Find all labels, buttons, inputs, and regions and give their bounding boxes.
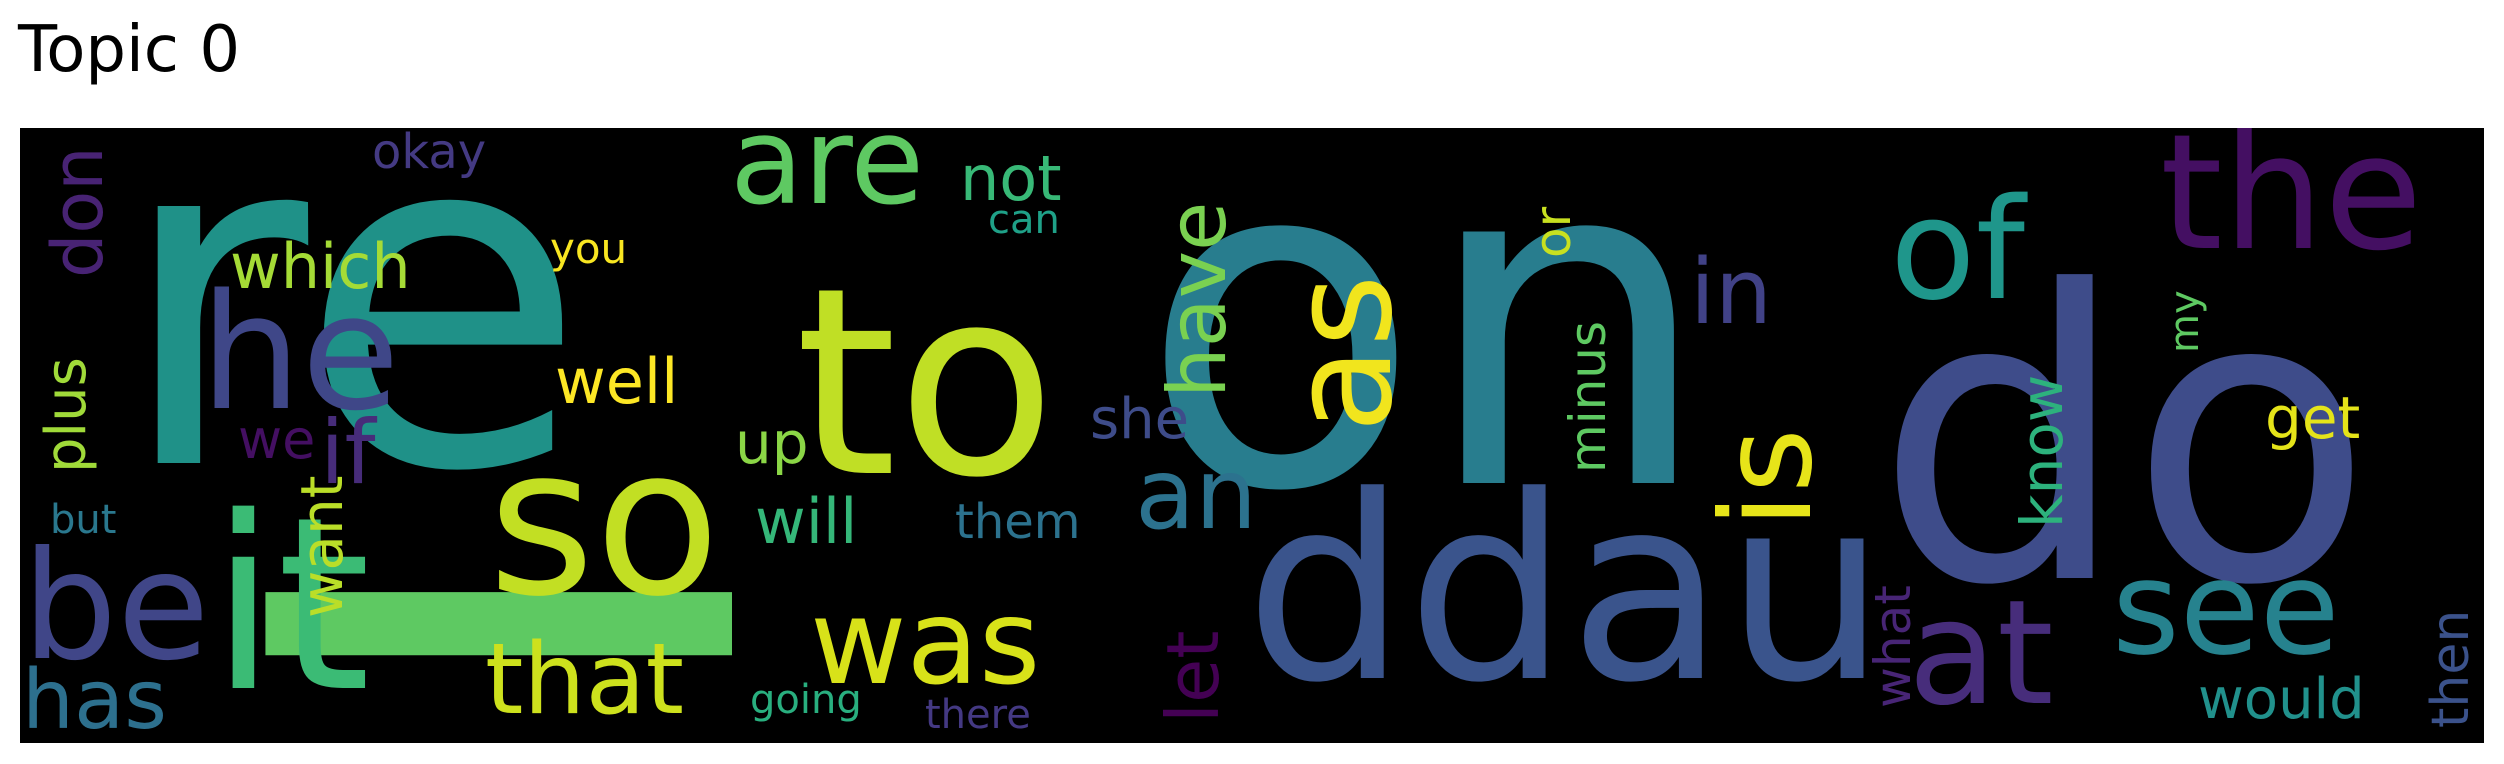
word-of: of (1890, 169, 2028, 332)
figure-title: Topic 0 (18, 13, 241, 87)
word-not: not (960, 142, 1062, 215)
word-has: has (22, 653, 167, 743)
word-okay: okay (372, 128, 486, 180)
word-you: you (550, 224, 627, 273)
word-let: let (1151, 630, 1235, 723)
word-there: there (925, 692, 1031, 738)
word-the: the (2160, 128, 2423, 286)
word-we: we (238, 408, 315, 471)
word-an: an (1135, 438, 1257, 552)
word-want: want (288, 476, 356, 618)
word-plus: plus (34, 357, 99, 473)
word-see: see (2112, 532, 2340, 684)
word-then: then (2421, 610, 2481, 728)
word-or: or (1524, 206, 1582, 258)
word-on: on (1140, 128, 1713, 592)
word-my: my (2162, 290, 2208, 353)
word-that: that (485, 623, 684, 737)
word-do: do (1875, 208, 2374, 673)
word-can: can (988, 197, 1060, 243)
word-up: up (735, 409, 809, 477)
word-them: them (955, 494, 1081, 550)
word-are: are (730, 128, 924, 232)
word-to: to (795, 233, 1056, 535)
word-so: so (488, 404, 720, 642)
word-going: going (750, 677, 862, 723)
word-cloud: re I on do ddau to so it he be the of ar… (20, 128, 2484, 743)
word-well: well (555, 345, 678, 418)
word-I: I (138, 529, 883, 718)
word-what: what (1864, 585, 1922, 708)
word-he: he (200, 259, 400, 446)
word-minus: minus (1559, 321, 1617, 473)
word-is: is (1695, 428, 1840, 528)
word-know: know (2008, 375, 2076, 528)
word-if: if (320, 401, 377, 504)
word-be: be (22, 520, 210, 694)
word-have: have (1151, 202, 1244, 398)
word-re: re (115, 128, 587, 574)
word-at: at (1908, 569, 2054, 738)
word-get: get (2265, 384, 2360, 452)
word-in: in (1690, 240, 1772, 345)
word-was: was (810, 573, 1040, 711)
word-don: don (37, 146, 119, 278)
word-but: but (50, 497, 116, 543)
word-will: will (755, 485, 857, 558)
word-she: she (1090, 387, 1189, 452)
word-ddau: ddau (1245, 442, 1887, 739)
word-which: which (230, 230, 411, 303)
word-as: as (1261, 274, 1424, 433)
word-it: it (210, 465, 371, 743)
word-would: would (2198, 667, 2365, 732)
